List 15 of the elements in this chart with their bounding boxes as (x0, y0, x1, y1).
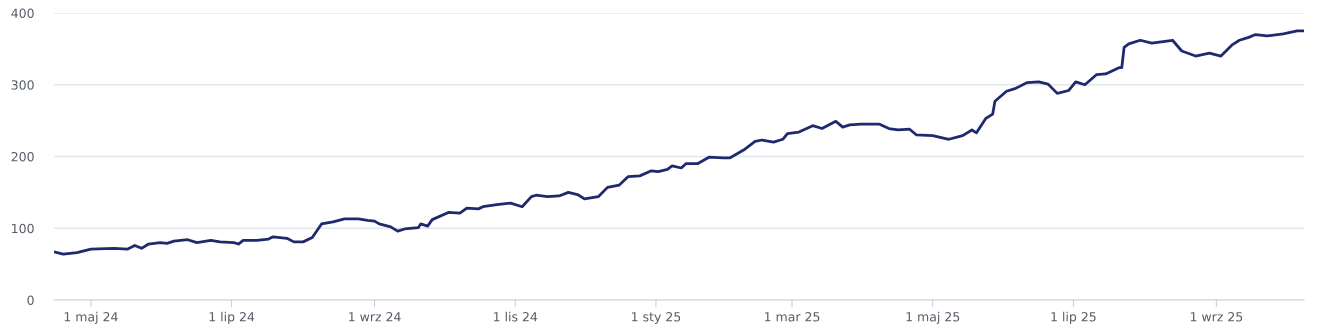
x-tick-label: 1 lis 24 (494, 311, 538, 322)
x-tick-label: 1 wrz 24 (349, 312, 401, 322)
y-tick-label: 400 (11, 8, 34, 18)
y-tick-label: 200 (11, 151, 34, 162)
y-tick-label: 100 (12, 223, 34, 234)
x-tick-label: 1 maj 25 (906, 311, 960, 324)
y-tick-label: 300 (11, 80, 34, 90)
x-tick-label: 1 maj 24 (64, 311, 118, 324)
x-tick-label: 1 lip 25 (1051, 311, 1096, 324)
x-tick-label: 1 mar 25 (764, 312, 820, 322)
y-tick-label: 0 (27, 295, 34, 305)
x-tick-label: 1 wrz 25 (1190, 312, 1243, 322)
line-series (54, 29, 1304, 256)
x-tick-label: 1 lip 24 (209, 311, 255, 324)
x-tick-label: 1 sty 25 (632, 312, 681, 324)
